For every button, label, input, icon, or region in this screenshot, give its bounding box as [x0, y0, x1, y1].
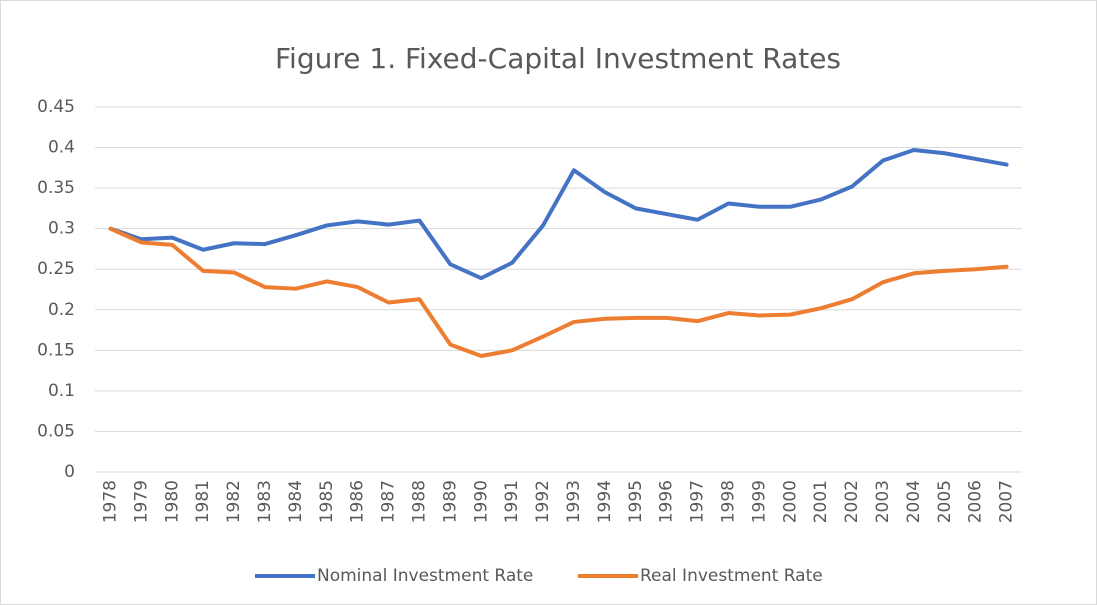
x-tick-label: 1997	[688, 480, 708, 523]
x-tick-label: 1991	[502, 480, 522, 523]
y-tick-label: 0.05	[37, 421, 75, 441]
x-tick-label: 1992	[533, 480, 553, 523]
chart-title: Figure 1. Fixed-Capital Investment Rates	[275, 42, 841, 75]
x-tick-label: 1990	[471, 480, 491, 523]
y-tick-label: 0	[64, 462, 75, 482]
x-tick-label: 2007	[997, 480, 1017, 523]
y-tick-label: 0.1	[48, 381, 75, 401]
x-tick-label: 1999	[749, 480, 769, 523]
x-tick-label: 1982	[224, 480, 244, 523]
x-tick-label: 2006	[966, 480, 986, 523]
x-tick-label: 1994	[595, 480, 615, 523]
x-tick-label: 1996	[657, 480, 677, 523]
x-tick-label: 1988	[409, 480, 429, 523]
x-tick-label: 1979	[131, 480, 151, 523]
x-tick-label: 1995	[626, 480, 646, 523]
x-tick-label: 2005	[935, 480, 955, 523]
x-tick-label: 1978	[100, 480, 120, 523]
y-tick-label: 0.15	[37, 340, 75, 360]
legend-label: Nominal Investment Rate	[317, 566, 533, 586]
x-tick-label: 1998	[718, 480, 738, 523]
series-line	[108, 147, 1009, 281]
y-tick-label: 0.2	[48, 300, 75, 320]
y-tick-label: 0.4	[48, 138, 75, 158]
x-tick-label: 2000	[780, 480, 800, 523]
legend-label: Real Investment Rate	[640, 566, 823, 586]
x-tick-label: 2001	[811, 480, 831, 523]
y-tick-label: 0.45	[37, 97, 75, 117]
y-tick-label: 0.3	[48, 219, 75, 239]
series-line	[108, 226, 1009, 359]
x-tick-label: 1980	[162, 480, 182, 523]
x-tick-label: 1984	[286, 480, 306, 523]
x-tick-label: 2002	[842, 480, 862, 523]
y-tick-label: 0.25	[37, 259, 75, 279]
x-tick-label: 1985	[317, 480, 337, 523]
x-tick-label: 1987	[379, 480, 399, 523]
x-tick-label: 2003	[873, 480, 893, 523]
x-tick-label: 1986	[348, 480, 368, 523]
y-tick-label: 0.35	[37, 178, 75, 198]
x-tick-label: 1993	[564, 480, 584, 523]
x-tick-label: 2004	[904, 480, 924, 523]
x-tick-label: 1989	[440, 480, 460, 523]
x-tick-label: 1983	[255, 480, 275, 523]
x-tick-label: 1981	[193, 480, 213, 523]
